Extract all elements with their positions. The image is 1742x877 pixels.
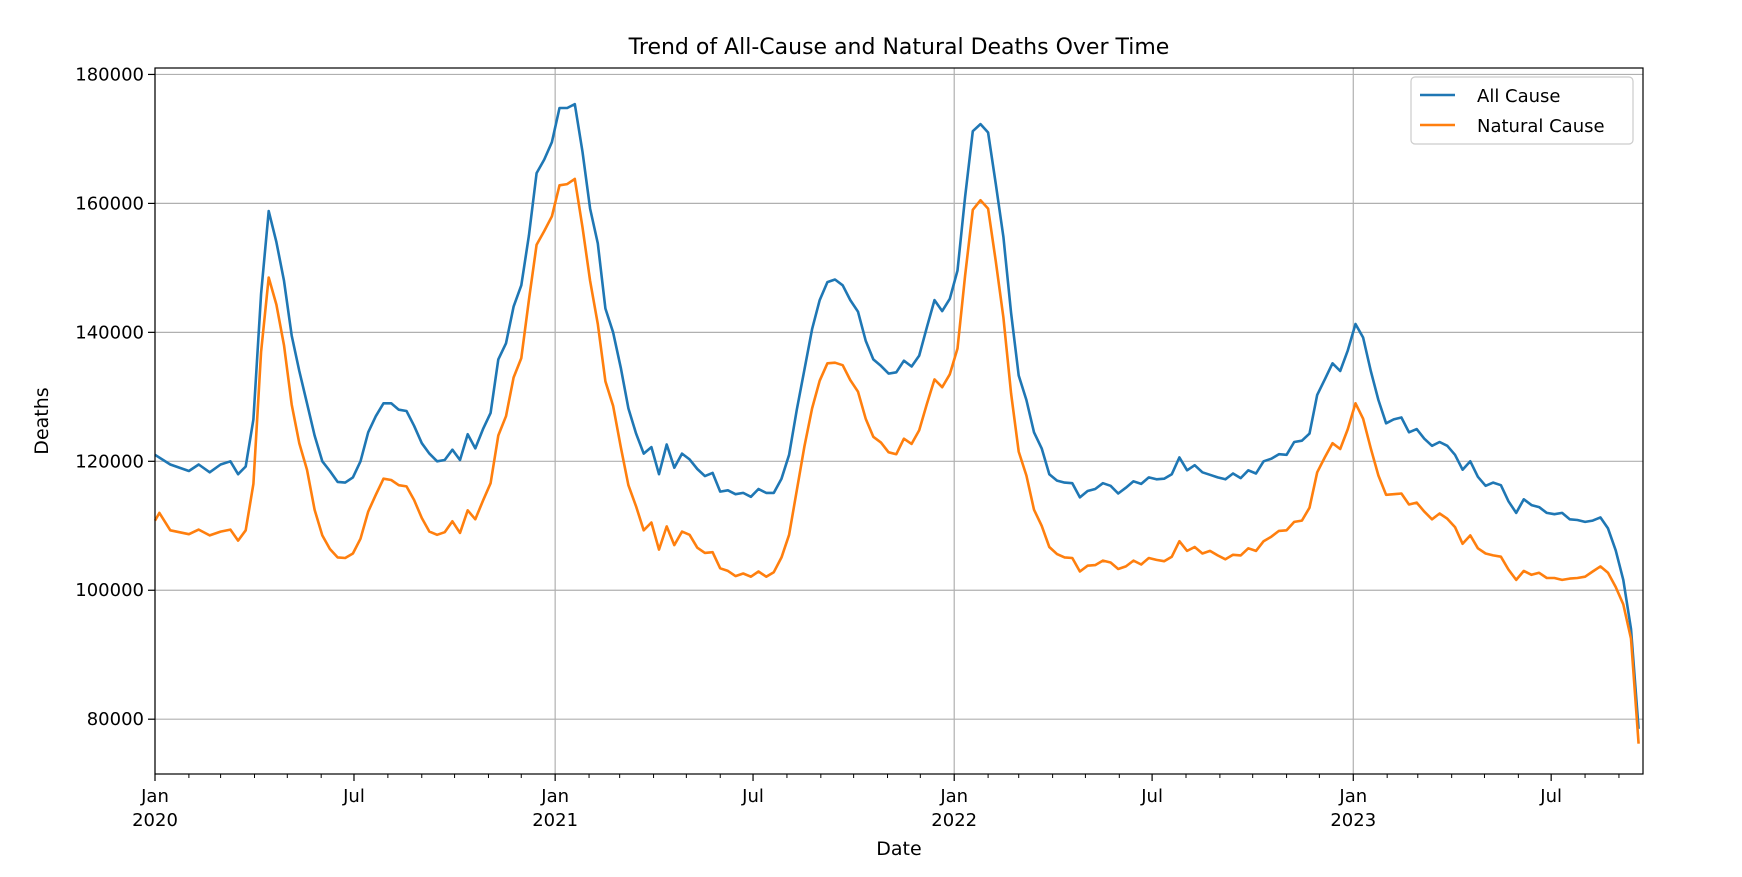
x-axis-label: Date: [876, 838, 921, 860]
y-axis-label: Deaths: [31, 387, 53, 454]
x-tick-label: Jul: [1539, 786, 1562, 807]
x-tick-label: Jan: [939, 786, 968, 807]
gridlines: [154, 68, 1643, 774]
x-tick-year-label: 2023: [1330, 810, 1376, 831]
y-tick-label: 80000: [87, 709, 144, 730]
legend-label: All Cause: [1477, 86, 1561, 107]
series-lines: [153, 102, 1640, 744]
x-tick-label: Jan: [1338, 786, 1367, 807]
x-tick-label: Jul: [342, 786, 365, 807]
legend-box: [1410, 76, 1634, 145]
plot-frame: [154, 67, 1644, 775]
x-tick-year-label: 2021: [532, 810, 578, 831]
legend-label: Natural Cause: [1477, 116, 1605, 137]
y-tick-label: 180000: [75, 64, 144, 85]
x-tick-label: Jul: [741, 786, 764, 807]
y-axis-ticks: 80000 100000 120000 140000 160000 180000: [75, 64, 155, 730]
x-tick-label: Jan: [140, 786, 169, 807]
x-tick-year-label: 2020: [132, 810, 178, 831]
x-axis-ticks: Jan 2020 Jul Jan 2021 Jul Jan 2022 Jul Jan 2023 Jul: [132, 774, 1620, 831]
x-tick-label: Jul: [1140, 786, 1163, 807]
legend: All Cause Natural Cause: [1410, 76, 1634, 145]
x-tick-year-label: 2022: [931, 810, 977, 831]
series-line-all-cause: [154, 102, 1640, 729]
y-tick-label: 100000: [75, 580, 144, 601]
y-tick-label: 140000: [75, 322, 144, 343]
x-tick-label: Jan: [540, 786, 569, 807]
y-tick-label: 120000: [75, 451, 144, 472]
y-tick-label: 160000: [75, 193, 144, 214]
series-line-natural-cause: [153, 177, 1640, 744]
chart-title: Trend of All-Cause and Natural Deaths Ov…: [628, 35, 1170, 60]
